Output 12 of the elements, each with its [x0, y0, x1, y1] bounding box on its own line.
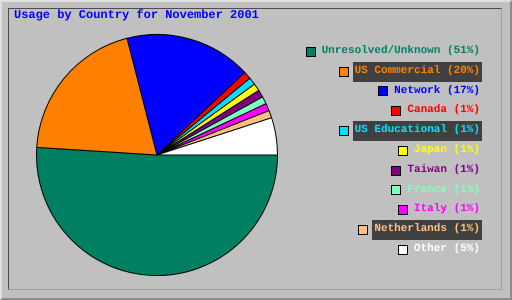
legend-label: US Educational (1%) — [352, 121, 482, 141]
legend-label: Japan (1%) — [412, 142, 481, 158]
legend-label: Other (5%) — [412, 242, 481, 257]
legend-label: Network (17%) — [393, 84, 481, 99]
legend-label: Unresolved/Unknown (51%) — [320, 44, 481, 59]
chart-title: Usage by Country for November 2001 — [14, 8, 259, 22]
legend-label: Netherlands (1%) — [372, 220, 482, 240]
legend-label: US Commercial (20%) — [352, 62, 482, 82]
legend-label: Italy (1%) — [412, 202, 481, 218]
legend-label: France (1%) — [406, 182, 481, 198]
legend-label: Taiwan (1%) — [406, 162, 481, 178]
legend-label: Canada (1%) — [406, 103, 481, 118]
